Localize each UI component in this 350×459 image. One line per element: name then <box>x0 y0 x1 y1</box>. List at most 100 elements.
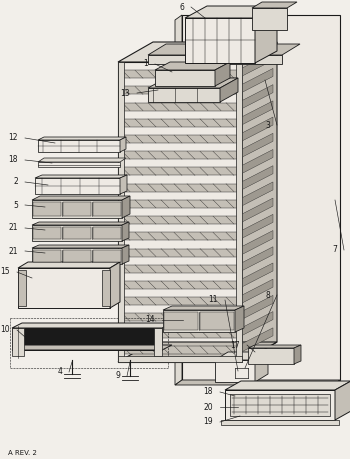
Polygon shape <box>122 248 238 257</box>
Text: 9: 9 <box>115 371 120 381</box>
Polygon shape <box>93 250 121 262</box>
Polygon shape <box>248 348 294 364</box>
Polygon shape <box>225 390 335 420</box>
Polygon shape <box>148 55 282 64</box>
Polygon shape <box>238 247 273 273</box>
Polygon shape <box>148 88 220 102</box>
Polygon shape <box>32 245 129 248</box>
Text: 5: 5 <box>13 201 18 209</box>
Text: 3: 3 <box>265 121 270 129</box>
Polygon shape <box>148 78 238 88</box>
Polygon shape <box>238 198 273 224</box>
Polygon shape <box>122 103 238 111</box>
Polygon shape <box>122 265 238 273</box>
Polygon shape <box>122 232 238 241</box>
Polygon shape <box>63 227 91 239</box>
Polygon shape <box>163 310 235 332</box>
Polygon shape <box>235 306 244 332</box>
Polygon shape <box>12 323 172 328</box>
Text: 18: 18 <box>8 156 18 164</box>
Polygon shape <box>63 202 91 216</box>
Polygon shape <box>122 86 238 95</box>
Polygon shape <box>238 68 273 95</box>
Polygon shape <box>122 346 238 354</box>
Text: 4: 4 <box>57 368 62 376</box>
Polygon shape <box>163 306 244 310</box>
Text: 14: 14 <box>145 315 155 325</box>
Polygon shape <box>118 342 277 362</box>
Polygon shape <box>238 214 273 241</box>
Polygon shape <box>32 225 122 241</box>
Polygon shape <box>215 360 255 382</box>
Polygon shape <box>118 42 277 62</box>
Polygon shape <box>238 84 273 111</box>
Polygon shape <box>175 15 182 385</box>
Polygon shape <box>164 312 198 330</box>
Polygon shape <box>122 281 238 289</box>
Polygon shape <box>63 250 91 262</box>
Polygon shape <box>32 196 130 200</box>
Polygon shape <box>122 313 238 321</box>
Polygon shape <box>18 268 110 308</box>
Polygon shape <box>238 279 273 305</box>
Text: 2: 2 <box>13 178 18 186</box>
Polygon shape <box>175 380 340 385</box>
Text: 18: 18 <box>203 387 213 397</box>
Polygon shape <box>12 328 162 350</box>
Polygon shape <box>236 62 242 362</box>
Polygon shape <box>248 345 301 348</box>
Polygon shape <box>122 168 238 175</box>
Text: 15: 15 <box>0 268 10 276</box>
Text: 7: 7 <box>332 246 337 254</box>
Polygon shape <box>238 101 273 127</box>
Text: A REV. 2: A REV. 2 <box>8 450 37 456</box>
Text: 21: 21 <box>8 246 18 256</box>
Polygon shape <box>252 2 297 8</box>
Polygon shape <box>12 328 24 356</box>
Polygon shape <box>238 117 273 143</box>
Polygon shape <box>93 202 121 216</box>
Polygon shape <box>238 230 273 257</box>
Text: 8: 8 <box>265 291 270 300</box>
Polygon shape <box>33 202 61 216</box>
Polygon shape <box>122 216 238 224</box>
Polygon shape <box>18 270 26 306</box>
Polygon shape <box>200 312 234 330</box>
Polygon shape <box>238 166 273 192</box>
Polygon shape <box>221 420 339 425</box>
Polygon shape <box>12 345 172 350</box>
Polygon shape <box>230 394 330 416</box>
Polygon shape <box>122 245 129 264</box>
Polygon shape <box>238 133 273 159</box>
Polygon shape <box>33 227 61 239</box>
Polygon shape <box>154 328 162 356</box>
Polygon shape <box>238 263 273 289</box>
Polygon shape <box>122 151 238 159</box>
Text: 21: 21 <box>8 224 18 233</box>
Polygon shape <box>238 150 273 175</box>
Text: 19: 19 <box>203 418 213 426</box>
Polygon shape <box>122 196 130 218</box>
Text: 12: 12 <box>8 134 18 142</box>
Polygon shape <box>38 137 126 140</box>
Polygon shape <box>122 135 238 143</box>
Polygon shape <box>215 62 230 86</box>
Polygon shape <box>122 297 238 305</box>
Polygon shape <box>252 8 287 30</box>
Polygon shape <box>118 356 242 362</box>
Polygon shape <box>185 6 277 18</box>
Polygon shape <box>238 296 273 321</box>
Polygon shape <box>242 42 277 362</box>
Polygon shape <box>32 200 122 218</box>
Polygon shape <box>238 182 273 208</box>
Polygon shape <box>32 222 129 225</box>
Text: 17: 17 <box>230 341 240 349</box>
Text: 20: 20 <box>203 403 213 412</box>
Polygon shape <box>110 262 120 308</box>
Polygon shape <box>120 175 127 194</box>
Polygon shape <box>215 352 268 360</box>
Polygon shape <box>18 262 120 268</box>
Polygon shape <box>255 352 268 382</box>
Text: 13: 13 <box>120 89 130 97</box>
Polygon shape <box>35 175 127 178</box>
